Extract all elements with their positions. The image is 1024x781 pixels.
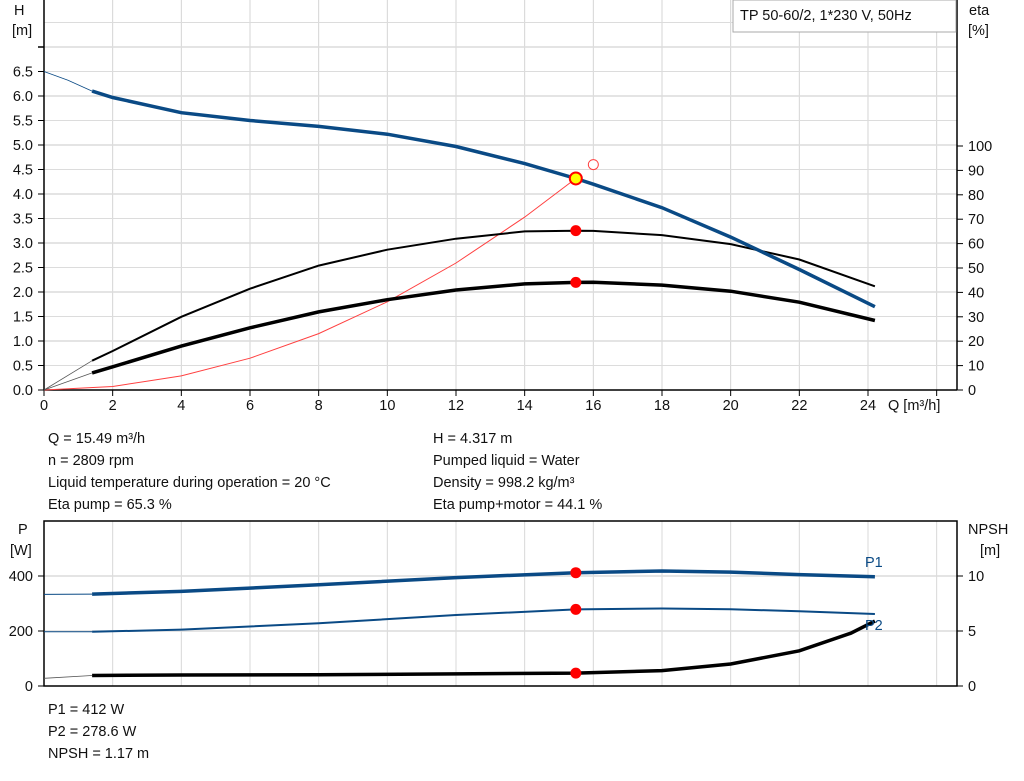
p1-label: P1	[865, 555, 883, 571]
x-tick-label: 24	[860, 398, 876, 414]
y-tick-label-left: 4.5	[13, 163, 33, 179]
info-npsh: NPSH = 1.17 m	[48, 746, 150, 762]
y-tick-label-right: 30	[968, 310, 984, 326]
info-p2: P2 = 278.6 W	[48, 724, 137, 740]
x-tick-label: 2	[109, 398, 117, 414]
y-tick-label-left: 5.5	[13, 114, 33, 130]
info-liquid: Pumped liquid = Water	[433, 453, 580, 469]
y-tick-label-left: 3.5	[13, 212, 33, 228]
y-axis-label-left-unit: [m]	[12, 23, 32, 39]
y-tick-label-right: 70	[968, 212, 984, 228]
info-q: Q = 15.49 m³/h	[48, 431, 146, 447]
x-tick-label: 0	[40, 398, 48, 414]
y-axis-label-right: eta	[969, 3, 990, 19]
y-tick-label-left: 0.5	[13, 359, 33, 375]
x-tick-label: 22	[791, 398, 807, 414]
y-tick-label-right: 5	[968, 624, 976, 640]
p1-curve	[92, 569, 875, 596]
npsh-extension	[43, 675, 93, 679]
y-tick-label-left: 5.0	[13, 138, 33, 154]
p2-duty-marker	[570, 603, 582, 615]
info-p1: P1 = 412 W	[48, 702, 125, 718]
x-tick-label: 10	[379, 398, 395, 414]
y-tick-label-left: 2.5	[13, 261, 33, 277]
y-tick-label-left: 3.0	[13, 236, 33, 252]
info-temperature: Liquid temperature during operation = 20…	[48, 475, 331, 491]
x-axis-label: Q [m³/h]	[888, 398, 940, 414]
y-tick-label-right: 20	[968, 334, 984, 350]
x-tick-label: 18	[654, 398, 670, 414]
y-tick-label-left: 6.0	[13, 89, 33, 105]
chart-title: TP 50-60/2, 1*230 V, 50Hz	[740, 8, 912, 24]
info-density: Density = 998.2 kg/m³	[433, 475, 575, 491]
y-axis-label-left: H	[14, 3, 24, 19]
p2-label: P2	[865, 618, 883, 634]
y-axis-label-right: NPSH	[968, 522, 1008, 538]
head-curve-extension	[43, 71, 93, 92]
y-tick-label-right: 10	[968, 359, 984, 375]
p1-duty-marker	[570, 567, 582, 579]
eta-pump-duty-marker	[570, 225, 582, 237]
y-tick-label-left: 0	[25, 679, 33, 695]
y-tick-label-left: 1.0	[13, 334, 33, 350]
duty-point-marker	[568, 171, 583, 186]
y-tick-label-right: 0	[968, 679, 976, 695]
y-axis-label-left: P	[18, 522, 28, 538]
x-tick-label: 16	[585, 398, 601, 414]
y-axis-label-right-unit: [%]	[968, 23, 989, 39]
y-tick-label-left: 200	[9, 624, 33, 640]
x-tick-label: 20	[723, 398, 739, 414]
eta-pump-motor-extension	[43, 372, 93, 391]
plot-area	[44, 0, 957, 390]
p2-curve	[92, 607, 875, 633]
y-tick-label-left: 6.5	[13, 65, 33, 81]
y-tick-label-left: 2.0	[13, 285, 33, 301]
y-tick-label-right: 90	[968, 163, 984, 179]
eta-pump-motor-duty-marker	[570, 276, 582, 288]
y-axis-label-left-unit: [W]	[10, 543, 32, 559]
requested-point-marker	[587, 159, 599, 171]
info-head: H = 4.317 m	[433, 431, 513, 447]
x-tick-label: 6	[246, 398, 254, 414]
system-curve	[43, 178, 577, 391]
x-tick-label: 8	[315, 398, 323, 414]
npsh-duty-marker	[570, 667, 582, 679]
y-tick-label-right: 60	[968, 237, 984, 253]
y-tick-label-right: 80	[968, 188, 984, 204]
y-tick-label-right: 100	[968, 139, 992, 155]
y-tick-label-right: 10	[968, 569, 984, 585]
info-eta-pump-motor: Eta pump+motor = 44.1 %	[433, 497, 603, 513]
power-plot-frame	[43, 520, 958, 687]
x-tick-label: 4	[177, 398, 185, 414]
y-tick-label-left: 4.0	[13, 187, 33, 203]
y-tick-label-right: 40	[968, 285, 984, 301]
title-box	[732, 0, 957, 33]
y-axis-label-right-unit: [m]	[980, 543, 1000, 559]
eta-pump-motor-curve	[91, 280, 876, 375]
y-tick-label-left: 0.0	[13, 383, 33, 399]
info-speed: n = 2809 rpm	[48, 453, 134, 469]
info-eta-pump: Eta pump = 65.3 %	[48, 497, 172, 513]
y-tick-label-left: 1.5	[13, 310, 33, 326]
head-curve	[91, 89, 876, 309]
x-tick-label: 14	[517, 398, 533, 414]
y-tick-label-right: 0	[968, 383, 976, 399]
x-tick-label: 12	[448, 398, 464, 414]
eta-pump-curve	[91, 229, 876, 362]
y-tick-label-left: 400	[9, 569, 33, 585]
eta-pump-extension	[43, 360, 93, 391]
y-tick-label-right: 50	[968, 261, 984, 277]
npsh-curve	[92, 619, 876, 678]
